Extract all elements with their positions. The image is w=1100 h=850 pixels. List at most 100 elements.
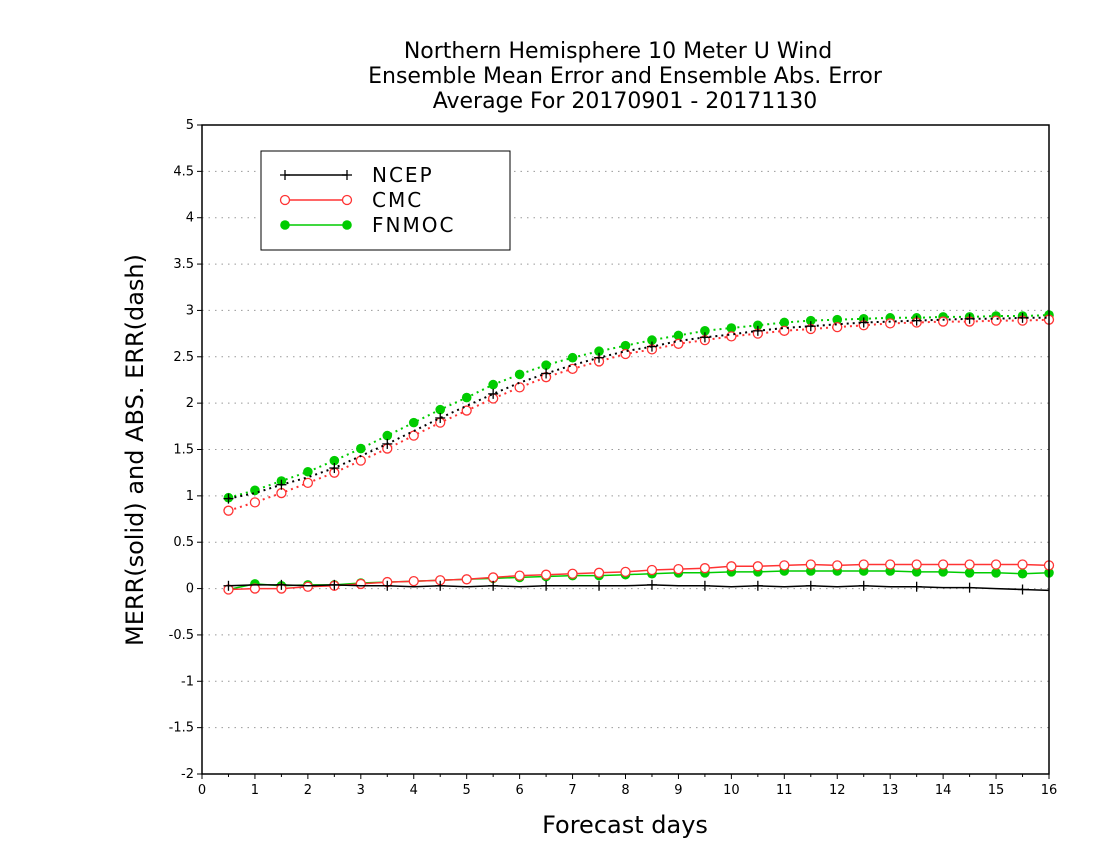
ncep-abs-error-point	[488, 388, 499, 399]
y-tick-label: 0.5	[173, 535, 194, 550]
legend-cmc-marker-right	[341, 194, 353, 206]
ncep-mean-error-point	[858, 580, 869, 591]
title-line-2: Ensemble Mean Error and Ensemble Abs. Er…	[368, 64, 883, 89]
y-tick-label: -1.5	[169, 721, 194, 736]
fnmoc-abs-error-point	[567, 352, 578, 363]
ncep-abs-error-point	[752, 325, 763, 336]
legend-fnmoc-marker-right	[342, 220, 352, 230]
y-tick-label: 4	[186, 211, 194, 226]
ncep-mean-error-point	[805, 580, 816, 591]
fnmoc-abs-error-point	[303, 466, 313, 477]
legend-cmc-marker-left	[279, 194, 291, 206]
fnmoc-abs-error-point	[408, 417, 419, 428]
ncep-abs-error-point	[276, 479, 287, 490]
ncep-abs-error-point	[964, 313, 975, 324]
fnmoc-abs-error-point	[620, 340, 631, 351]
cmc-mean-error-point	[355, 578, 366, 590]
cmc-mean-error-point	[1017, 559, 1028, 570]
x-tick-label: 13	[882, 783, 899, 798]
ncep-mean-error-point	[911, 581, 922, 592]
x-tick-label: 9	[674, 783, 682, 798]
ncep-abs-error-point	[699, 332, 710, 343]
fnmoc-mean-error-point	[1017, 568, 1028, 579]
fnmoc-abs-error-point	[647, 335, 657, 345]
ncep-abs-error-point	[911, 315, 922, 326]
ncep-abs-error-point	[329, 463, 340, 474]
cmc-abs-error-point	[461, 405, 472, 416]
cmc-abs-error-point	[276, 487, 287, 499]
cmc-abs-error-point	[885, 318, 896, 329]
ncep-mean-error-point	[488, 580, 499, 591]
cmc-mean-error-point	[673, 563, 684, 575]
y-tick-label: 4.5	[173, 164, 194, 179]
ncep-abs-error-point	[1017, 312, 1028, 323]
fnmoc-abs-error-point	[805, 315, 816, 326]
x-tick-label: 5	[463, 783, 471, 798]
cmc-mean-error-point	[990, 559, 1002, 570]
ncep-mean-error-point	[1017, 584, 1028, 595]
y-tick-label: -2	[181, 767, 194, 782]
x-tick-label: 3	[357, 783, 365, 798]
y-axis-label: MERR(solid) and ABS. ERR(dash)	[121, 254, 149, 646]
plot-series	[223, 310, 1055, 595]
cmc-mean-error-point	[964, 559, 975, 570]
fnmoc-abs-error-point	[382, 430, 393, 441]
ncep-abs-error-point	[858, 317, 869, 328]
fnmoc-abs-error-point	[329, 455, 340, 466]
ncep-mean-error-point	[964, 582, 975, 593]
ncep-abs-error-line	[228, 316, 1049, 500]
fnmoc-abs-error-line	[228, 314, 1050, 499]
fnmoc-abs-error-point	[779, 317, 790, 328]
x-tick-label: 15	[988, 783, 1005, 798]
cmc-mean-error-point	[488, 572, 499, 583]
y-tick-label: 2	[186, 396, 194, 411]
x-tick-label: 1	[251, 783, 259, 798]
legend-cmc-label: CMC	[372, 188, 423, 212]
cmc-abs-error-point	[223, 505, 234, 516]
ncep-mean-error-point	[646, 579, 657, 590]
fnmoc-abs-error-point	[673, 330, 684, 341]
cmc-mean-error-point	[779, 560, 790, 571]
x-tick-label: 7	[568, 783, 576, 798]
cmc-abs-error-point	[937, 316, 949, 327]
ncep-abs-error-point	[594, 352, 605, 363]
ncep-abs-error-point	[382, 438, 393, 449]
cmc-mean-error-point	[620, 566, 631, 578]
cmc-abs-error-point	[514, 382, 525, 393]
x-tick-label: 12	[829, 783, 846, 798]
fnmoc-abs-error-point	[250, 485, 260, 496]
ncep-abs-error-point	[541, 368, 552, 379]
fnmoc-abs-error-point	[514, 369, 525, 380]
x-tick-label: 2	[304, 783, 312, 798]
x-axis-label: Forecast days	[542, 811, 708, 839]
x-tick-label: 6	[515, 783, 523, 798]
title-line-1: Northern Hemisphere 10 Meter U Wind	[404, 39, 832, 64]
cmc-mean-error-point	[514, 570, 525, 581]
cmc-mean-error-point	[461, 574, 472, 585]
fnmoc-mean-error-point	[911, 567, 922, 577]
ncep-mean-error-point	[699, 580, 710, 591]
ncep-mean-error-point	[752, 580, 763, 591]
fnmoc-abs-error-point	[461, 392, 472, 403]
x-tick-label: 0	[198, 783, 206, 798]
cmc-mean-error-point	[858, 559, 869, 570]
cmc-abs-error-point	[249, 497, 261, 508]
cmc-abs-error-point	[355, 455, 366, 466]
y-tick-label: -1	[181, 674, 194, 689]
legend-ncep-label: NCEP	[372, 163, 434, 187]
ncep-abs-error-point	[805, 321, 816, 332]
ncep-mean-error-point	[276, 579, 287, 590]
fnmoc-abs-error-point	[435, 404, 446, 415]
x-tick-label: 14	[935, 783, 952, 798]
cmc-mean-error-point	[593, 567, 605, 578]
cmc-abs-error-point	[832, 321, 843, 333]
ncep-mean-error-point	[541, 580, 552, 591]
y-tick-label: 3.5	[173, 257, 194, 272]
fnmoc-abs-error-point	[488, 379, 498, 390]
cmc-mean-error-point	[540, 569, 552, 580]
fnmoc-abs-error-point	[700, 326, 710, 336]
x-tick-label: 11	[776, 783, 793, 798]
cmc-mean-error-point	[752, 561, 763, 572]
